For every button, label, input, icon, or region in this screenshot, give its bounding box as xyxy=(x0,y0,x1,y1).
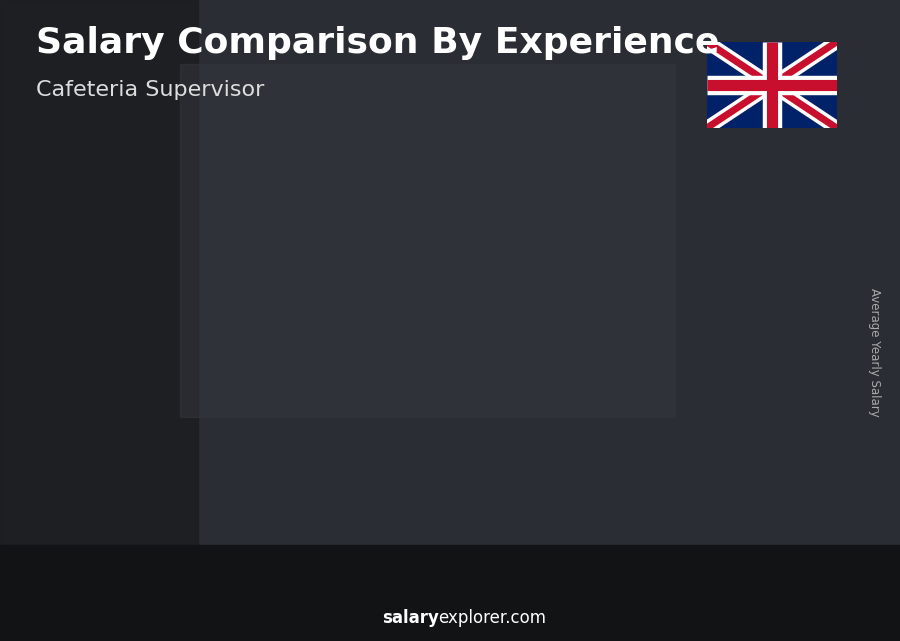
Text: 33,300 GBP: 33,300 GBP xyxy=(328,312,418,328)
Bar xyxy=(472,278,481,564)
Bar xyxy=(472,278,540,283)
Bar xyxy=(794,237,802,564)
Text: 41,300 GBP: 41,300 GBP xyxy=(459,257,549,272)
Text: +38%: +38% xyxy=(272,260,348,284)
Bar xyxy=(472,278,540,564)
Bar xyxy=(603,257,670,263)
Bar xyxy=(603,257,611,564)
Text: 47,200 GBP: 47,200 GBP xyxy=(727,216,816,231)
Bar xyxy=(342,333,350,564)
Text: +7%: +7% xyxy=(542,201,601,226)
Text: +24%: +24% xyxy=(403,211,479,235)
Text: explorer.com: explorer.com xyxy=(438,609,546,627)
Text: Cafeteria Supervisor: Cafeteria Supervisor xyxy=(36,80,265,100)
Bar xyxy=(603,257,670,564)
Bar xyxy=(0,0,198,564)
Bar xyxy=(212,397,279,400)
Bar xyxy=(0,545,900,641)
Text: Salary Comparison By Experience: Salary Comparison By Experience xyxy=(36,26,719,60)
Text: 18,800 GBP: 18,800 GBP xyxy=(44,413,133,428)
Text: 24,100 GBP: 24,100 GBP xyxy=(183,376,272,391)
Bar xyxy=(80,433,148,564)
Text: 44,200 GBP: 44,200 GBP xyxy=(597,237,686,252)
Bar xyxy=(212,397,220,564)
Bar xyxy=(80,433,148,437)
Bar xyxy=(0,0,900,564)
Bar xyxy=(662,257,670,564)
Bar xyxy=(80,433,88,564)
Bar xyxy=(734,237,742,564)
Text: +29%: +29% xyxy=(141,338,218,362)
Text: +7%: +7% xyxy=(672,184,733,208)
Bar xyxy=(401,333,410,564)
Bar xyxy=(180,64,675,417)
Bar xyxy=(342,333,410,564)
Text: salary: salary xyxy=(382,609,439,627)
Bar xyxy=(212,397,279,564)
Bar xyxy=(734,237,802,242)
Bar xyxy=(140,433,148,564)
Bar xyxy=(532,278,540,564)
Bar xyxy=(271,397,279,564)
Bar xyxy=(734,237,802,564)
Bar xyxy=(342,333,410,337)
Text: Average Yearly Salary: Average Yearly Salary xyxy=(868,288,881,417)
